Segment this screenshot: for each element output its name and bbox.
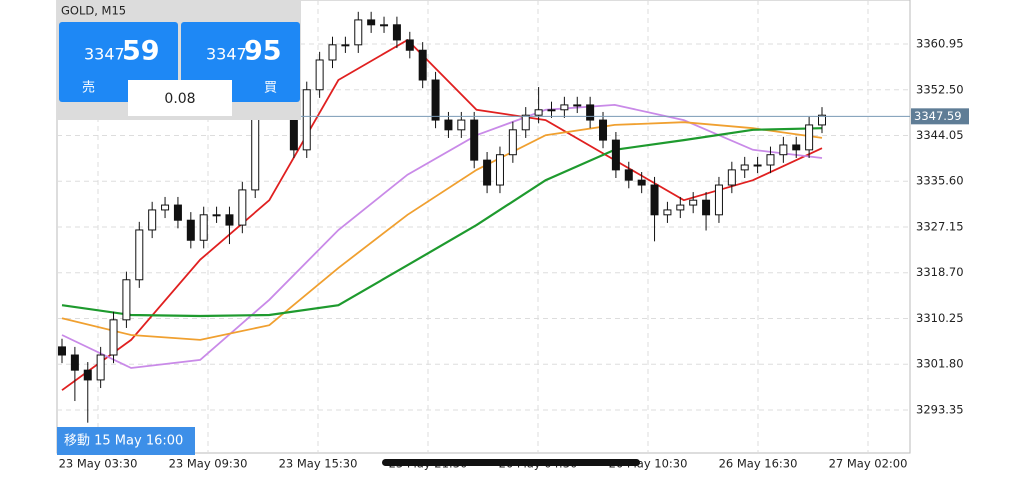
- moving-average: [61, 38, 823, 391]
- candle-body: [109, 319, 118, 356]
- candle-body: [431, 79, 440, 121]
- candle-body: [328, 44, 337, 61]
- candle-body: [714, 184, 723, 216]
- candle-body: [96, 354, 105, 381]
- candle-body: [650, 184, 659, 216]
- candle-body: [354, 19, 363, 46]
- candle-body: [444, 119, 453, 131]
- candle-body: [341, 44, 350, 47]
- candle-body: [392, 24, 401, 41]
- candle-body: [483, 159, 492, 186]
- candle-body: [225, 214, 234, 226]
- y-tick-label: 3344.05: [916, 128, 964, 142]
- candle-body: [470, 119, 479, 161]
- candle-body: [753, 164, 762, 167]
- candle-body: [135, 229, 144, 281]
- candle-body: [495, 154, 504, 186]
- candle-body: [805, 124, 814, 151]
- x-tick-label: 23 May 15:30: [279, 457, 358, 471]
- candle-body: [534, 109, 543, 116]
- y-tick-label: 3301.80: [916, 357, 964, 371]
- y-tick-label: 3352.50: [916, 82, 964, 96]
- scroll-label-box[interactable]: [57, 427, 195, 455]
- candle-body: [560, 104, 569, 111]
- spread: 0.08: [164, 91, 195, 107]
- y-tick-label: 3318.70: [916, 265, 964, 279]
- candle-body: [779, 144, 788, 156]
- candle-body: [663, 209, 672, 216]
- scroll-label: 移動 15 May 16:00: [64, 434, 183, 449]
- candle-body: [457, 119, 466, 131]
- candle-body: [148, 209, 157, 231]
- symbol: GOLD, M15: [61, 4, 126, 18]
- candle-body: [380, 24, 389, 27]
- candle-body: [405, 39, 414, 51]
- moving-average: [61, 103, 823, 369]
- sell-price-big: 59: [122, 36, 160, 67]
- candle-body: [186, 219, 195, 241]
- candle-body: [251, 109, 260, 191]
- candle-body: [599, 119, 608, 141]
- x-tick-label: 23 May 09:30: [169, 457, 248, 471]
- candle-body: [418, 49, 427, 81]
- current-price-label: 3347.59: [914, 109, 962, 123]
- candle-body: [586, 104, 595, 121]
- candle-body: [83, 369, 92, 381]
- candle-body: [792, 144, 801, 151]
- candle-body: [766, 154, 775, 166]
- candle-body: [637, 179, 646, 186]
- y-tick-label: 3335.60: [916, 174, 964, 188]
- candle-body: [173, 204, 182, 221]
- y-tick-label: 3293.35: [916, 402, 964, 416]
- buy-label: 買: [264, 81, 277, 96]
- home-indicator: [382, 459, 640, 466]
- candle-body: [58, 346, 66, 356]
- x-tick-label: 23 May 03:30: [59, 457, 138, 471]
- y-tick-label: 3327.15: [916, 219, 964, 233]
- candle-body: [676, 204, 685, 211]
- candle-body: [212, 214, 221, 217]
- candle-body: [624, 169, 633, 181]
- moving-average: [61, 121, 823, 341]
- candle-body: [611, 139, 620, 171]
- candle-body: [521, 114, 530, 131]
- sell-price-prefix: 3347.: [84, 45, 130, 64]
- candle-body: [302, 89, 311, 151]
- sell-label: 売: [82, 80, 95, 96]
- candle-body: [727, 169, 736, 186]
- buy-price-big: 95: [244, 36, 282, 67]
- candle-body: [122, 279, 131, 321]
- candle-body: [740, 164, 749, 171]
- candle-body: [199, 214, 208, 241]
- moving-average: [61, 127, 823, 318]
- candle-body: [702, 199, 711, 216]
- candle-body: [238, 189, 247, 226]
- x-tick-label: 26 May 16:30: [719, 457, 798, 471]
- x-tick-label: 27 May 02:00: [829, 457, 908, 471]
- spread-box: [128, 80, 232, 116]
- candle-body: [689, 199, 698, 206]
- candle-body: [315, 59, 324, 91]
- buy-price-prefix: 3347.: [206, 45, 252, 64]
- candle-body: [573, 104, 582, 107]
- y-tick-label: 3310.25: [916, 311, 964, 325]
- candle-body: [70, 354, 79, 371]
- candle-body: [161, 204, 170, 211]
- candle-body: [818, 114, 826, 126]
- current-price-box: [911, 108, 969, 125]
- y-tick-label: 3360.95: [916, 37, 964, 51]
- candle-body: [508, 129, 517, 156]
- candle-body: [367, 19, 376, 26]
- candle-body: [547, 109, 556, 112]
